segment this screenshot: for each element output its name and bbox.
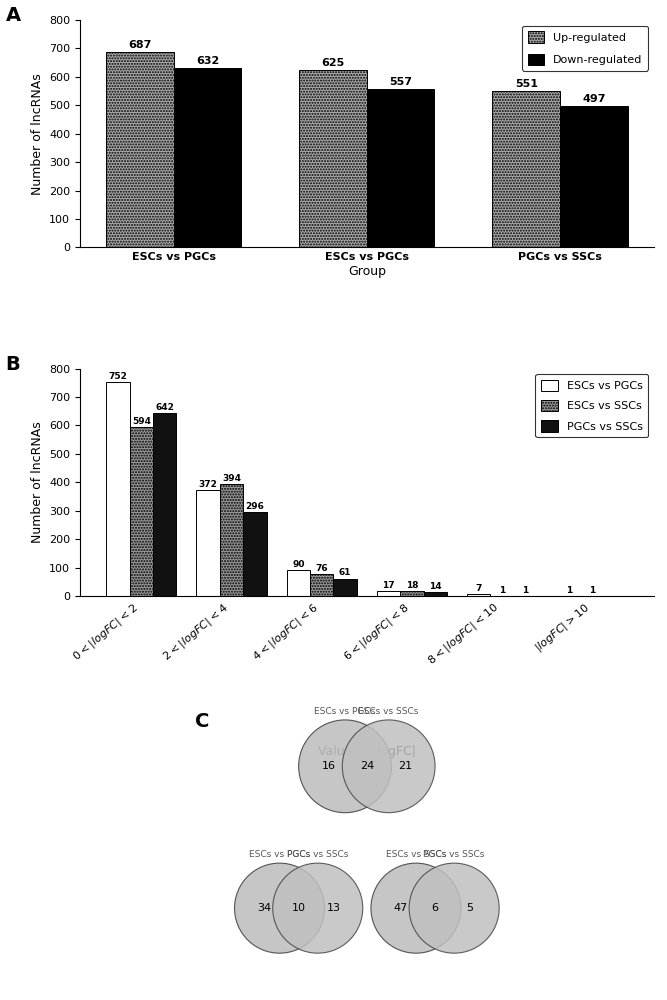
Bar [492,91,560,247]
Text: 296: 296 [245,502,264,511]
Text: 594: 594 [132,417,151,426]
Bar [560,106,628,247]
Circle shape [342,720,435,813]
Text: 18: 18 [406,581,418,590]
Bar [173,68,241,247]
Bar [467,594,490,596]
X-axis label: Group: Group [348,265,386,278]
Text: 497: 497 [582,94,606,104]
Text: 10: 10 [291,903,305,913]
Text: B: B [5,355,20,374]
Text: 687: 687 [128,40,151,50]
Text: 752: 752 [109,372,127,381]
Text: 625: 625 [321,58,345,68]
Circle shape [235,863,325,953]
Y-axis label: Number of lncRNAs: Number of lncRNAs [31,421,43,543]
Text: 551: 551 [515,79,538,89]
Text: 6: 6 [432,903,439,913]
Text: 557: 557 [389,77,412,87]
Text: PGCs vs SSCs: PGCs vs SSCs [424,850,485,859]
Text: 7: 7 [476,584,482,593]
Text: ESCs vs SSCs: ESCs vs SSCs [358,707,419,716]
Text: ESCs vs PGCs: ESCs vs PGCs [249,850,310,859]
Bar [243,512,267,596]
Bar [153,413,177,596]
Text: ESCs vs SSCs: ESCs vs SSCs [386,850,446,859]
Circle shape [273,863,363,953]
Bar [220,484,243,596]
Text: C: C [195,712,209,731]
Text: 61: 61 [339,568,352,577]
Text: 24: 24 [360,761,374,771]
Text: 90: 90 [292,560,305,569]
Text: 17: 17 [382,581,395,590]
Text: 47: 47 [393,903,408,913]
Text: 16: 16 [321,761,336,771]
Text: 1: 1 [566,586,572,595]
Y-axis label: Number of lncRNAs: Number of lncRNAs [31,73,43,195]
Text: 1: 1 [499,586,506,595]
Text: 632: 632 [196,56,219,66]
Bar [106,382,129,596]
Text: ESCs vs PGCs: ESCs vs PGCs [314,707,376,716]
Bar [377,591,400,596]
Text: 5: 5 [466,903,474,913]
Bar [287,570,310,596]
Text: 13: 13 [327,903,340,913]
Bar [129,427,153,596]
Bar [400,591,424,596]
Bar [310,574,334,596]
Circle shape [371,863,461,953]
X-axis label: Value of |logFC|: Value of |logFC| [318,745,416,758]
Text: 14: 14 [429,582,442,591]
Circle shape [299,720,392,813]
Text: 34: 34 [257,903,271,913]
Legend: ESCs vs PGCs, ESCs vs SSCs, PGCs vs SSCs: ESCs vs PGCs, ESCs vs SSCs, PGCs vs SSCs [536,374,648,437]
Text: 642: 642 [155,403,174,412]
Text: 76: 76 [315,564,328,573]
Bar [196,490,220,596]
Bar [367,89,434,247]
Text: 1: 1 [522,586,529,595]
Legend: Up-regulated, Down-regulated: Up-regulated, Down-regulated [522,26,648,71]
Text: 372: 372 [199,480,217,489]
Bar [299,70,367,247]
Bar [106,52,173,247]
Text: A: A [5,6,21,25]
Bar [424,592,447,596]
Text: PGCs vs SSCs: PGCs vs SSCs [287,850,348,859]
Bar [334,579,357,596]
Circle shape [409,863,499,953]
Text: 1: 1 [589,586,596,595]
Text: 21: 21 [398,761,412,771]
Text: 394: 394 [222,474,241,483]
